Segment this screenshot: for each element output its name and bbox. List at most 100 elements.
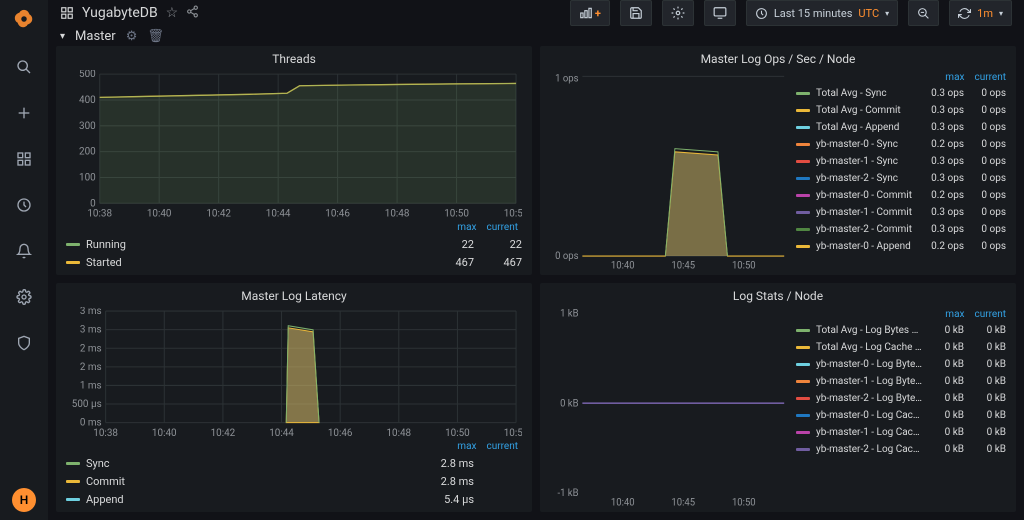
legend-row[interactable]: Sync2.8 ms [66,454,522,472]
svg-text:10:40: 10:40 [152,428,177,439]
panel-title[interactable]: Master Log Ops / Sec / Node [550,52,1006,66]
legend-row[interactable]: yb-master-1 - Sync0.3 ops0 ops [796,153,1006,170]
svg-text:10:45: 10:45 [671,261,695,272]
svg-text:200: 200 [79,147,96,158]
color-swatch [796,160,810,163]
legend-row[interactable]: yb-master-2 - Log Cache Size0 kB0 kB [796,441,1006,458]
legend-row[interactable]: Total Avg - Log Bytes Read0 kB0 kB [796,322,1006,339]
save-button[interactable] [620,0,652,26]
panel-title[interactable]: Log Stats / Node [550,289,1006,303]
row-settings-icon[interactable]: ⚙ [126,29,138,44]
svg-text:10:44: 10:44 [266,209,291,220]
color-swatch [796,194,810,197]
dashboard-icon [60,6,74,20]
svg-text:10:50: 10:50 [732,261,756,272]
legend-row[interactable]: Total Avg - Append0.3 ops0 ops [796,119,1006,136]
svg-text:10:40: 10:40 [611,497,635,508]
svg-text:10:46: 10:46 [325,209,350,220]
chart-logstats[interactable]: -1 kB0 kB1 kB10:4010:4510:50 [550,307,788,508]
svg-text:10:40: 10:40 [147,209,172,220]
svg-text:10:46: 10:46 [328,428,353,439]
color-swatch [796,329,810,332]
svg-text:0 ops: 0 ops [555,251,578,263]
legend-row[interactable]: yb-master-2 - Sync0.3 ops0 ops [796,170,1006,187]
color-swatch [66,261,80,264]
color-swatch [796,346,810,349]
svg-text:10:50: 10:50 [444,209,469,220]
legend-row[interactable]: Commit2.8 ms [66,472,522,490]
legend-row[interactable]: yb-master-0 - Log Cache Size0 kB0 kB [796,407,1006,424]
svg-text:10:52: 10:52 [504,428,522,439]
legend-threads: maxcurrent Running2222Started467467 [66,220,522,271]
panel-latency: Master Log Latency 0 ms500 µs1 ms2 ms2 m… [56,283,532,512]
add-panel-button[interactable]: + [570,0,610,26]
color-swatch [66,243,80,246]
legend-row[interactable]: yb-master-0 - Sync0.2 ops0 ops [796,136,1006,153]
panel-title[interactable]: Threads [66,52,522,66]
chart-latency[interactable]: 0 ms500 µs1 ms2 ms2 ms3 ms3 ms10:3810:40… [66,307,522,439]
search-icon[interactable] [10,53,38,81]
legend-row[interactable]: Running2222 [66,235,522,253]
panel-title[interactable]: Master Log Latency [66,289,522,303]
svg-text:500: 500 [79,70,96,80]
legend-row[interactable]: yb-master-1 - Log Bytes Read0 kB0 kB [796,373,1006,390]
plus-icon[interactable] [10,99,38,127]
svg-text:1 kB: 1 kB [560,308,578,320]
legend-logstats: maxcurrent Total Avg - Log Bytes Read0 k… [796,307,1006,508]
legend-row[interactable]: yb-master-0 - Append0.2 ops0 ops [796,238,1006,255]
left-sidebar: H [0,0,48,520]
grafana-logo-icon[interactable] [13,8,35,35]
legend-row[interactable]: Total Avg - Commit0.3 ops0 ops [796,102,1006,119]
color-swatch [796,380,810,383]
legend-row[interactable]: Started467467 [66,253,522,271]
explore-icon[interactable] [10,191,38,219]
svg-text:10:52: 10:52 [504,209,522,220]
legend-logops: maxcurrent Total Avg - Sync0.3 ops0 opsT… [796,70,1006,271]
color-swatch [796,109,810,112]
chart-threads[interactable]: 010020030040050010:3810:4010:4210:4410:4… [66,70,522,220]
legend-row[interactable]: yb-master-1 - Commit0.3 ops0 ops [796,204,1006,221]
legend-row[interactable]: yb-master-0 - Log Bytes Read0 kB0 kB [796,356,1006,373]
config-icon[interactable] [10,283,38,311]
legend-row[interactable]: Total Avg - Sync0.3 ops0 ops [796,85,1006,102]
color-swatch [796,397,810,400]
color-swatch [796,228,810,231]
legend-row[interactable]: yb-master-2 - Log Bytes Read0 kB0 kB [796,390,1006,407]
svg-text:10:40: 10:40 [611,261,635,272]
refresh-button[interactable]: 1m▾ [949,0,1012,26]
timerange-button[interactable]: Last 15 minutesUTC▾ [746,0,898,26]
panel-logops: Master Log Ops / Sec / Node 1 ops0 ops10… [540,46,1016,275]
zoom-out-button[interactable] [908,0,939,26]
color-swatch [796,431,810,434]
svg-text:0 kB: 0 kB [560,398,578,410]
svg-text:100: 100 [79,173,96,184]
color-swatch [66,480,80,483]
legend-row[interactable]: yb-master-0 - Commit0.2 ops0 ops [796,187,1006,204]
shield-icon[interactable] [10,329,38,357]
avatar[interactable]: H [12,488,36,512]
svg-text:500 µs: 500 µs [72,399,102,410]
svg-text:10:38: 10:38 [93,428,118,439]
legend-row[interactable]: Total Avg - Log Cache Size0 kB0 kB [796,339,1006,356]
row-header[interactable]: ▾ Master ⚙ 🗑 [48,27,1024,47]
svg-text:2 ms: 2 ms [80,343,102,354]
legend-row[interactable]: yb-master-1 - Log Cache Size0 kB0 kB [796,424,1006,441]
dashboards-icon[interactable] [10,145,38,173]
svg-text:10:48: 10:48 [385,209,410,220]
star-icon[interactable]: ☆ [166,5,179,21]
legend-row[interactable]: Append5.4 µs [66,490,522,508]
color-swatch [796,414,810,417]
legend-row[interactable]: yb-master-2 - Commit0.3 ops0 ops [796,221,1006,238]
legend-latency: maxcurrent Sync2.8 msCommit2.8 msAppend5… [66,439,522,508]
share-icon[interactable] [186,5,199,22]
alerting-icon[interactable] [10,237,38,265]
svg-text:10:44: 10:44 [269,428,294,439]
tv-button[interactable] [704,0,736,26]
row-delete-icon[interactable]: 🗑 [147,29,164,44]
settings-button[interactable] [662,0,694,26]
chart-logops[interactable]: 1 ops0 ops10:4010:4510:50 [550,70,788,271]
color-swatch [796,211,810,214]
svg-text:300: 300 [79,121,96,132]
color-swatch [796,143,810,146]
dashboard-title[interactable]: YugabyteDB ☆ [60,5,199,22]
